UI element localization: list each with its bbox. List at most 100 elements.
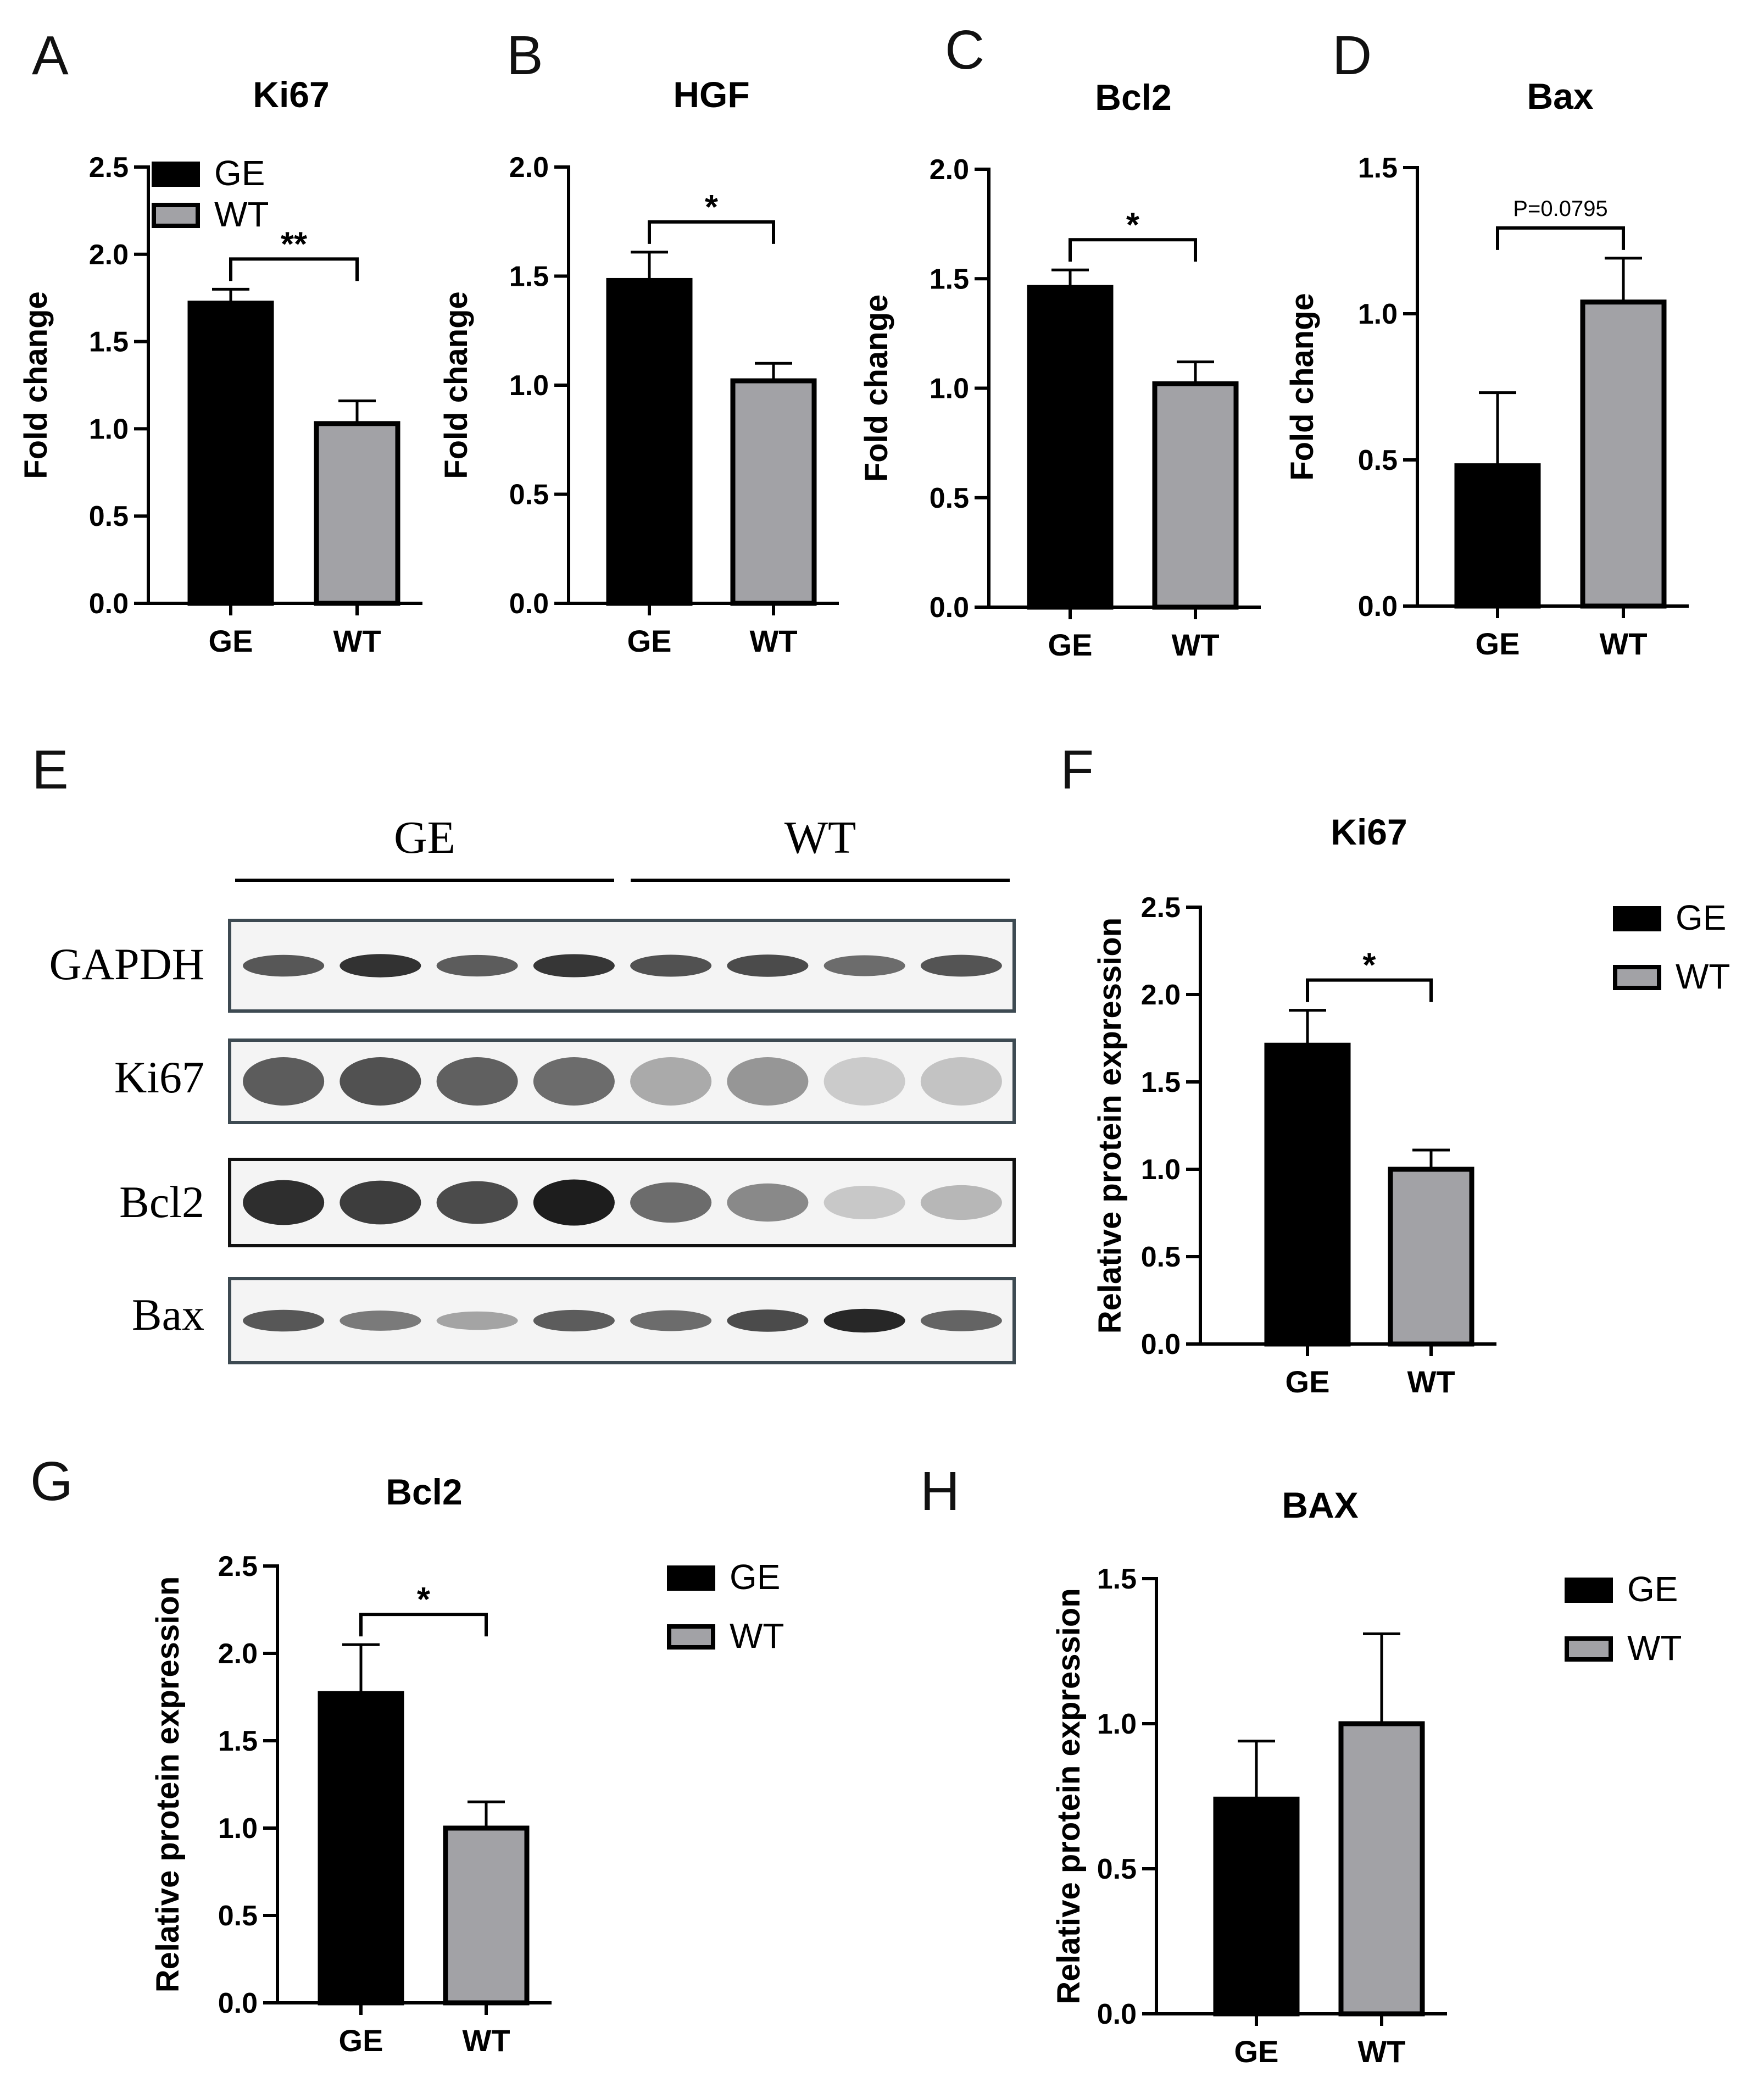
chart-h-title: BAX	[1282, 1485, 1358, 1525]
chart-f-y-tick-label: 0.0	[1141, 1329, 1181, 1360]
blot-band-gapdh	[340, 954, 421, 978]
chart-f-y-tick-label: 1.5	[1141, 1067, 1181, 1098]
blot-row-label-gapdh: GAPDH	[49, 939, 204, 989]
chart-a-bar-wt	[314, 421, 400, 606]
chart-d-title: Bax	[1527, 76, 1593, 116]
chart-f-legend-label-ge: GE	[1676, 898, 1726, 937]
chart-g-legend-label-wt: WT	[730, 1616, 784, 1656]
chart-d-bar-ge	[1454, 463, 1541, 609]
chart-f-y-axis-label: Relative protein expression	[1092, 918, 1128, 1334]
chart-c-title: Bcl2	[1095, 77, 1171, 118]
chart-d-significance-label: P=0.0795	[1513, 197, 1607, 221]
chart-g-y-tick-label: 0.0	[218, 1987, 258, 2019]
chart-a-legend-label-ge: GE	[214, 153, 265, 193]
chart-f-significance-bracket	[1306, 978, 1433, 1002]
chart-c-y-tick-label: 2.0	[930, 154, 969, 186]
chart-a-y-axis-label: Fold change	[18, 291, 54, 479]
chart-h-bar-wt	[1338, 1721, 1425, 2017]
chart-a-x-tick-label: GE	[209, 624, 253, 658]
blot-band-bcl2	[340, 1180, 421, 1225]
blot-band-bcl2	[243, 1180, 325, 1225]
chart-c-panel-letter: C	[945, 19, 984, 81]
chart-h-bar-ge	[1213, 1796, 1300, 2017]
chart-g-y-tick-label: 2.0	[218, 1638, 258, 1670]
chart-g-legend-swatch-wt	[667, 1624, 715, 1650]
chart-d-y-axis-label: Fold change	[1284, 293, 1320, 481]
chart-f-panel-letter: F	[1060, 739, 1094, 801]
blot-band-bcl2	[436, 1181, 518, 1224]
chart-b-y-tick-label: 1.0	[509, 370, 549, 402]
blot-band-ki67	[243, 1057, 325, 1106]
chart-h-panel-letter: H	[920, 1461, 960, 1522]
chart-a-legend-swatch-wt	[152, 203, 200, 228]
chart-c-y-axis-label: Fold change	[859, 295, 894, 482]
blot-band-gapdh	[243, 954, 325, 977]
blot-group-label-ge: GE	[394, 812, 455, 863]
chart-f-bar-wt	[1388, 1167, 1474, 1347]
chart-c-significance-bracket	[1069, 238, 1197, 262]
blot-band-ki67	[727, 1057, 809, 1106]
blot-band-bcl2	[823, 1185, 905, 1220]
blot-band-ki67	[533, 1057, 615, 1106]
blot-band-gapdh	[920, 954, 1002, 977]
chart-b-significance-label: *	[705, 188, 719, 226]
blot-band-ki67	[823, 1057, 905, 1106]
chart-c-y-tick-label: 0.0	[930, 592, 969, 624]
chart-h-y-tick-label: 0.5	[1097, 1853, 1137, 1885]
chart-c: C Bcl2 Fold change 0.0 0.5 1.0 1.5 2.0 GE WT *	[859, 19, 1261, 662]
chart-c-y-tick-label: 0.5	[930, 482, 969, 514]
chart-g-y-tick-label: 1.0	[218, 1813, 258, 1845]
chart-g-y-tick-label: 2.5	[218, 1551, 258, 1582]
chart-f-legend-swatch-ge	[1613, 906, 1661, 931]
blot-band-ki67	[630, 1057, 712, 1106]
blot-band-bcl2	[533, 1179, 615, 1226]
chart-a-bar-ge	[187, 301, 274, 606]
chart-d-significance-bracket	[1496, 226, 1625, 250]
blot-band-ki67	[436, 1057, 518, 1106]
blot-band-gapdh	[436, 954, 518, 977]
chart-f-legend-swatch-wt	[1613, 965, 1661, 990]
chart-c-x-tick-label: WT	[1171, 627, 1219, 662]
chart-b-y-tick-label: 2.0	[509, 152, 549, 184]
chart-b-bar-ge	[606, 277, 693, 606]
western-blot: E GE WT GAPDH Ki67 Bcl2 Bax	[32, 739, 1016, 1364]
chart-b-y-tick-label: 0.0	[509, 588, 549, 620]
chart-b-significance-bracket	[648, 220, 775, 244]
blot-band-gapdh	[727, 954, 809, 977]
blot-band-bax	[533, 1309, 615, 1332]
chart-g-title: Bcl2	[386, 1471, 462, 1512]
chart-c-bar-ge	[1027, 285, 1114, 610]
chart-a-y-tick-label: 0.0	[89, 588, 129, 620]
chart-a-y-tick-label: 1.5	[89, 326, 129, 358]
chart-f-legend-label-wt: WT	[1676, 957, 1730, 996]
chart-b-y-axis-label: Fold change	[438, 291, 474, 479]
chart-f-y-tick-label: 1.0	[1141, 1154, 1181, 1186]
chart-a-x-tick-label: WT	[333, 624, 381, 658]
chart-h-y-tick-label: 0.0	[1097, 1998, 1137, 2030]
chart-h: H BAX Relative protein expression 0.0 0.5 1.0…	[920, 1461, 1682, 2069]
chart-d-bar-wt	[1580, 299, 1667, 609]
chart-a-y-tick-label: 1.0	[89, 413, 129, 445]
chart-c-significance-label: *	[1126, 206, 1140, 244]
chart-d: D Bax Fold change 0.0 0.5 1.0 1.5 GE WT P=0.0795	[1284, 25, 1689, 661]
chart-d-y-tick-label: 1.0	[1358, 298, 1398, 330]
chart-f-y-tick-label: 2.5	[1141, 892, 1181, 924]
blot-group-label-wt: WT	[784, 812, 856, 863]
chart-b-y-tick-label: 0.5	[509, 479, 549, 511]
chart-c-bar-wt	[1152, 381, 1239, 610]
chart-f-title: Ki67	[1331, 812, 1407, 852]
chart-f: F Ki67 Relative protein expression 0.0 0.5 1.…	[1060, 739, 1730, 1399]
chart-h-legend-label-wt: WT	[1627, 1628, 1682, 1668]
chart-b-bar-wt	[730, 378, 817, 606]
chart-f-bar-ge	[1264, 1042, 1351, 1347]
blot-band-bax	[920, 1310, 1002, 1331]
chart-a-y-tick-label: 2.0	[89, 239, 129, 271]
blot-band-ki67	[920, 1057, 1002, 1106]
chart-c-x-tick-label: GE	[1048, 627, 1093, 662]
chart-a-y-tick-label: 2.5	[89, 152, 129, 184]
chart-d-x-tick-label: GE	[1476, 626, 1520, 661]
blot-band-bax	[630, 1310, 712, 1331]
blot-row-label-ki67: Ki67	[114, 1052, 204, 1102]
chart-h-y-tick-label: 1.5	[1097, 1563, 1137, 1595]
